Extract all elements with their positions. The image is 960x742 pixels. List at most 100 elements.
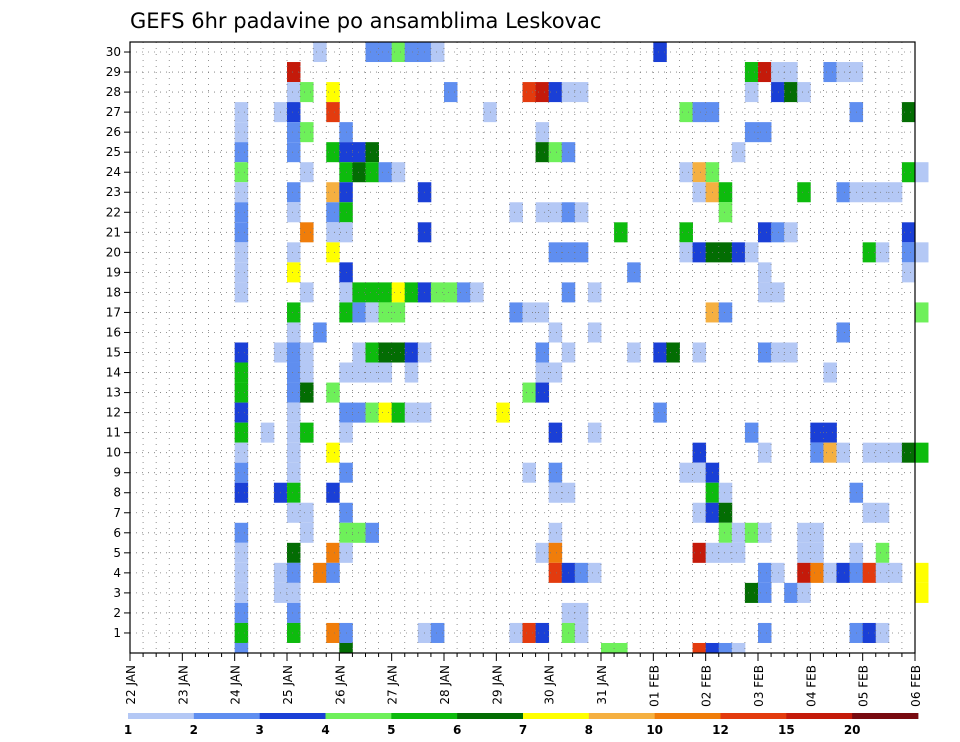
x-tick-label: 02 FEB [700,665,714,707]
precip-cell [692,642,707,653]
y-tick-label: 2 [113,606,121,620]
colorbar-swatch [786,713,853,719]
precip-cell [300,422,314,443]
precip-cell [875,562,890,583]
precip-cell [287,62,301,83]
precip-cell [287,442,301,463]
precip-cell [234,242,249,263]
precip-cell [444,282,458,303]
precip-cell [744,582,759,603]
precip-cell [692,102,707,123]
precip-cell [548,562,563,583]
precip-cell [888,182,903,203]
y-tick-label: 22 [106,205,121,219]
y-tick-label: 6 [113,526,121,540]
precip-cell [326,622,340,643]
colorbar-swatch [193,713,261,719]
precip-cell [810,422,824,443]
precip-cell [862,562,877,583]
precip-cell [352,402,366,423]
precip-cell [862,182,877,203]
precip-cell [705,642,720,653]
precip-cell [548,202,563,223]
precip-cell [404,342,419,363]
precip-cell [457,282,471,303]
precip-cell [758,622,772,643]
colorbar-swatch [391,713,458,719]
precip-cell [758,262,772,283]
y-tick-label: 20 [106,245,121,259]
precip-cell [587,562,602,583]
precip-cell [234,202,249,223]
precip-cell [901,242,916,263]
precip-cell [404,282,419,303]
y-tick-label: 12 [106,406,121,420]
precip-cell [287,182,301,203]
y-tick-label: 7 [113,506,121,520]
precip-cell [444,82,458,103]
precip-cell [679,162,693,183]
x-tick-label: 26 JAN [333,665,347,705]
precip-cell [758,342,772,363]
precip-cell [287,542,301,563]
precip-cell [391,282,406,303]
precip-cell [797,562,811,583]
precip-cell [287,562,301,583]
precip-cell [771,562,785,583]
precip-cell [614,222,628,243]
precip-cell [313,322,327,343]
precip-cell [862,622,877,643]
y-tick-label: 9 [113,466,121,480]
precip-cell [758,522,772,543]
precip-cell [260,422,275,443]
y-tick-label: 1 [113,626,121,640]
x-tick-label: 24 JAN [229,665,243,705]
x-tick-label: 22 JAN [124,665,138,705]
precip-cell [758,282,772,303]
precip-cell [378,362,393,383]
precip-cell [535,342,550,363]
precip-cell [378,302,393,323]
colorbar-label: 1 [124,723,132,737]
precip-cell [692,242,707,263]
precip-cell [535,542,550,563]
y-tick-label: 26 [106,125,121,139]
precip-cell [731,642,746,653]
precip-cell [391,162,406,183]
precip-cell [287,202,301,223]
precip-cell [535,382,550,403]
precip-cell [692,442,707,463]
precip-cell [862,242,877,263]
y-tick-label: 28 [106,85,121,99]
precip-cell [731,542,746,563]
precip-cell [522,382,536,403]
precip-cell [352,142,366,163]
precip-cell [548,82,563,103]
precip-cell [339,642,353,653]
precip-cell [287,502,301,523]
precip-cell [326,562,340,583]
precip-cell [287,102,301,123]
precip-cell [915,562,929,583]
precip-cell [287,122,301,143]
precip-cell [300,522,314,543]
precip-cell [535,142,550,163]
precip-cell [496,402,510,423]
precip-cell [535,302,550,323]
precip-cell [326,222,340,243]
precip-cell [378,282,393,303]
precip-cell [718,302,733,323]
precip-cell [391,42,406,63]
precip-cell [797,182,811,203]
precip-cell [718,182,733,203]
precip-cell [901,262,916,283]
precip-cell [287,422,301,443]
precip-cell [326,142,340,163]
precip-cell [234,222,249,243]
precip-cell [915,162,929,183]
precip-cell [718,502,733,523]
x-tick-label: 31 JAN [595,665,609,705]
precip-cell [352,162,366,183]
precip-cell [522,82,536,103]
y-tick-label: 24 [106,165,121,179]
